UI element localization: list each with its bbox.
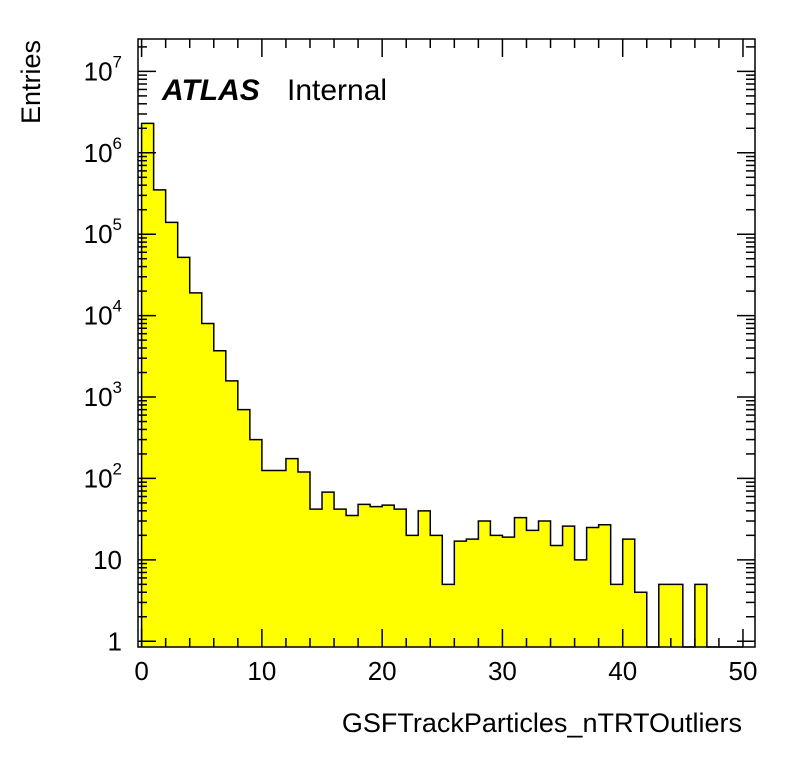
- histogram-bar: [297, 471, 311, 647]
- histogram-bar: [442, 584, 455, 647]
- x-axis-ticks: [140, 39, 744, 647]
- histogram-bar: [478, 521, 491, 647]
- histogram-bar: [538, 521, 551, 647]
- x-tick-label: 40: [608, 656, 637, 686]
- internal-label: Internal: [287, 74, 387, 107]
- y-tick-labels: 1 10 102 103 104 105 106 107: [84, 52, 122, 656]
- histogram-bar: [694, 584, 708, 647]
- histogram-bar: [189, 292, 203, 647]
- histogram-bar: [562, 526, 575, 647]
- y-tick-label: 102: [84, 459, 122, 493]
- y-tick-label: 106: [84, 134, 122, 168]
- histogram-bar: [526, 530, 539, 647]
- histogram-bar: [249, 439, 263, 647]
- y-axis-title: Entries: [16, 40, 46, 124]
- histogram-bar: [490, 535, 503, 647]
- histogram-bars: [141, 123, 708, 648]
- y-tick-label: 10: [93, 545, 122, 575]
- histogram-bar: [454, 541, 467, 647]
- histogram-bar: [261, 470, 275, 647]
- histogram-bar: [225, 380, 239, 647]
- histogram-bar: [658, 584, 672, 647]
- histogram-bar: [153, 189, 167, 648]
- histogram-bar: [610, 584, 624, 647]
- y-tick-label: 105: [84, 215, 122, 249]
- histogram-bar: [177, 257, 191, 647]
- histogram-bar: [670, 584, 684, 647]
- histogram-bar: [418, 510, 431, 647]
- plot-frame: [137, 38, 756, 648]
- histogram-bar: [201, 323, 215, 647]
- x-tick-label: 10: [247, 656, 276, 686]
- histogram-bar: [406, 535, 419, 647]
- y-axis-ticks: [138, 46, 755, 643]
- y-tick-label: 107: [84, 52, 122, 86]
- x-axis-title: GSFTrackParticles_nTRTOutliers: [342, 708, 742, 738]
- histogram-bar: [141, 123, 155, 647]
- histogram-bar: [598, 524, 612, 647]
- histogram-bar: [466, 539, 479, 647]
- y-tick-label: 103: [84, 378, 122, 412]
- atlas-label: ATLAS: [161, 74, 260, 107]
- histogram-bar: [586, 527, 600, 647]
- histogram-bar: [334, 509, 347, 647]
- histogram-bar: [634, 592, 648, 647]
- histogram-bar: [237, 409, 251, 647]
- histogram-bar: [213, 350, 227, 647]
- histogram-bar: [346, 515, 359, 647]
- x-tick-label: 50: [729, 656, 758, 686]
- x-tick-label: 30: [488, 656, 517, 686]
- x-tick-label: 0: [134, 656, 148, 686]
- histogram-outline: [140, 122, 743, 648]
- x-tick-labels: 0 10 20 30 40 50: [134, 656, 757, 686]
- histogram-bar: [358, 504, 371, 647]
- y-tick-label: 104: [84, 297, 122, 331]
- histogram-bar: [273, 470, 287, 647]
- histogram-bar: [574, 559, 588, 647]
- x-tick-label: 20: [368, 656, 397, 686]
- histogram-bar: [502, 537, 515, 647]
- histogram-bar: [165, 222, 179, 648]
- histogram-bar: [370, 506, 383, 647]
- histogram-bar: [430, 535, 443, 647]
- histogram-bar: [622, 539, 636, 647]
- histogram-bar: [322, 492, 335, 647]
- histogram-bar: [309, 509, 323, 647]
- histogram-bar: [550, 545, 563, 647]
- histogram-bar: [394, 509, 407, 647]
- histogram-bar: [285, 458, 299, 647]
- histogram-bar: [514, 517, 527, 647]
- histogram-bar: [382, 505, 395, 647]
- y-tick-label: 1: [108, 626, 122, 656]
